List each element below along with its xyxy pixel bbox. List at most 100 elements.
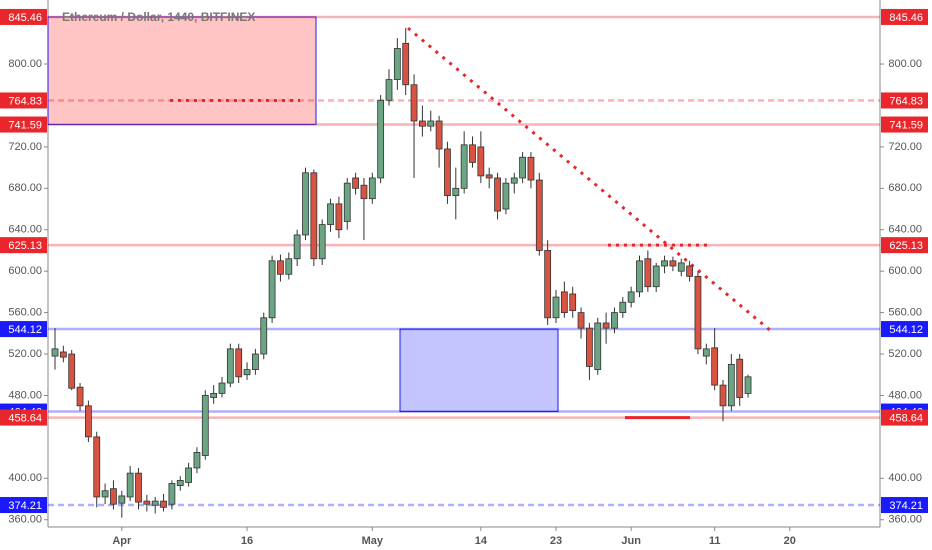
candle-body: [135, 472, 142, 503]
price-label: 741.59: [8, 119, 42, 131]
candle-body: [118, 495, 126, 504]
candle-body: [544, 250, 552, 319]
candle-body: [402, 42, 410, 86]
candle-body: [176, 479, 184, 486]
x-tick-label: Apr: [112, 535, 132, 547]
price-label: 625.13: [889, 240, 923, 252]
candle-body: [393, 48, 401, 80]
candle-body: [85, 405, 92, 438]
y-tick-label: 720.00: [8, 141, 42, 153]
y-tick-label: 560.00: [8, 307, 42, 319]
candle-body: [151, 500, 159, 506]
candle-body: [602, 322, 610, 329]
x-tick-label: Jun: [621, 535, 641, 547]
candle-body: [235, 348, 243, 378]
y-tick-label: 520.00: [888, 348, 922, 360]
candle-body: [427, 120, 435, 127]
y-tick-label: 640.00: [8, 224, 42, 236]
candle-body: [694, 275, 702, 350]
candle-body: [552, 296, 560, 319]
y-tick-label: 360.00: [8, 514, 42, 526]
candle-body: [711, 347, 719, 386]
price-label-box: [0, 237, 47, 254]
zone: [399, 328, 559, 413]
candle-body: [343, 182, 351, 222]
price-label: 458.64: [8, 412, 42, 424]
candle-body: [652, 265, 660, 288]
price-label: 458.64: [889, 412, 923, 424]
price-label: 374.21: [8, 500, 42, 512]
candle-body: [143, 500, 151, 505]
candle-body: [218, 382, 226, 394]
candle-body: [661, 260, 668, 267]
x-tick-label: 14: [475, 535, 488, 547]
price-label: 625.13: [8, 240, 42, 252]
x-tick-label: 20: [784, 535, 796, 547]
candle-body: [285, 258, 293, 275]
candle-body: [418, 120, 426, 127]
candle-body: [226, 348, 234, 384]
x-tick-label: May: [362, 535, 384, 547]
price-label-box: [0, 116, 47, 133]
y-tick-label: 400.00: [8, 472, 42, 484]
candle-body: [327, 203, 334, 225]
candle-body: [68, 353, 76, 389]
candle-body: [360, 184, 368, 200]
candle-body: [302, 172, 309, 236]
candle-body: [101, 490, 109, 498]
candle-body: [318, 224, 326, 260]
price-label: 764.83: [8, 95, 42, 107]
candle-body: [477, 146, 485, 177]
candle-body: [377, 99, 385, 179]
candle-body: [435, 120, 443, 150]
candle-body: [460, 144, 468, 189]
y-tick-label: 480.00: [8, 389, 42, 401]
price-label: 845.46: [889, 12, 923, 24]
price-label-box: [881, 116, 928, 133]
trendline: [407, 26, 771, 332]
y-tick-label: 480.00: [888, 389, 922, 401]
candle-body: [519, 156, 526, 179]
y-tick-label: 640.00: [888, 224, 922, 236]
y-tick-label: 680.00: [888, 182, 922, 194]
candle-body: [527, 156, 535, 181]
candle-body: [268, 260, 276, 319]
candle-body: [636, 260, 643, 293]
y-tick-label: 520.00: [8, 348, 42, 360]
candle-body: [110, 488, 117, 505]
y-tick-label: 360.00: [888, 514, 922, 526]
candle-body: [51, 348, 59, 357]
candle-body: [677, 262, 685, 272]
price-label-box: [881, 497, 928, 514]
y-tick-label: 560.00: [888, 307, 922, 319]
candle-body: [577, 312, 585, 329]
price-label-box: [0, 497, 47, 514]
candle-body: [569, 293, 577, 311]
x-tick-label: 23: [550, 535, 562, 547]
candle-body: [736, 358, 744, 398]
candle-body: [185, 467, 193, 483]
x-tick-label: 11: [709, 535, 721, 547]
candle-body: [611, 312, 618, 329]
y-tick-label: 400.00: [888, 472, 922, 484]
price-label: 544.12: [889, 324, 923, 336]
candle-body: [535, 179, 543, 251]
candle-body: [485, 174, 493, 179]
y-tick-label: 800.00: [888, 58, 922, 70]
candle-body: [193, 452, 201, 469]
candle-body: [59, 351, 67, 358]
price-label-box: [881, 321, 928, 338]
price-label-box: [0, 321, 47, 338]
candle-body: [335, 203, 343, 231]
candle-body: [719, 384, 727, 407]
candle-body: [494, 177, 501, 212]
candle-body: [201, 395, 209, 456]
price-label: 764.83: [889, 95, 923, 107]
price-label: 374.21: [889, 500, 923, 512]
price-label-box: [881, 409, 928, 426]
candle-body: [510, 177, 518, 184]
candle-body: [744, 376, 752, 394]
candle-body: [243, 369, 251, 376]
candle-body: [310, 172, 318, 260]
